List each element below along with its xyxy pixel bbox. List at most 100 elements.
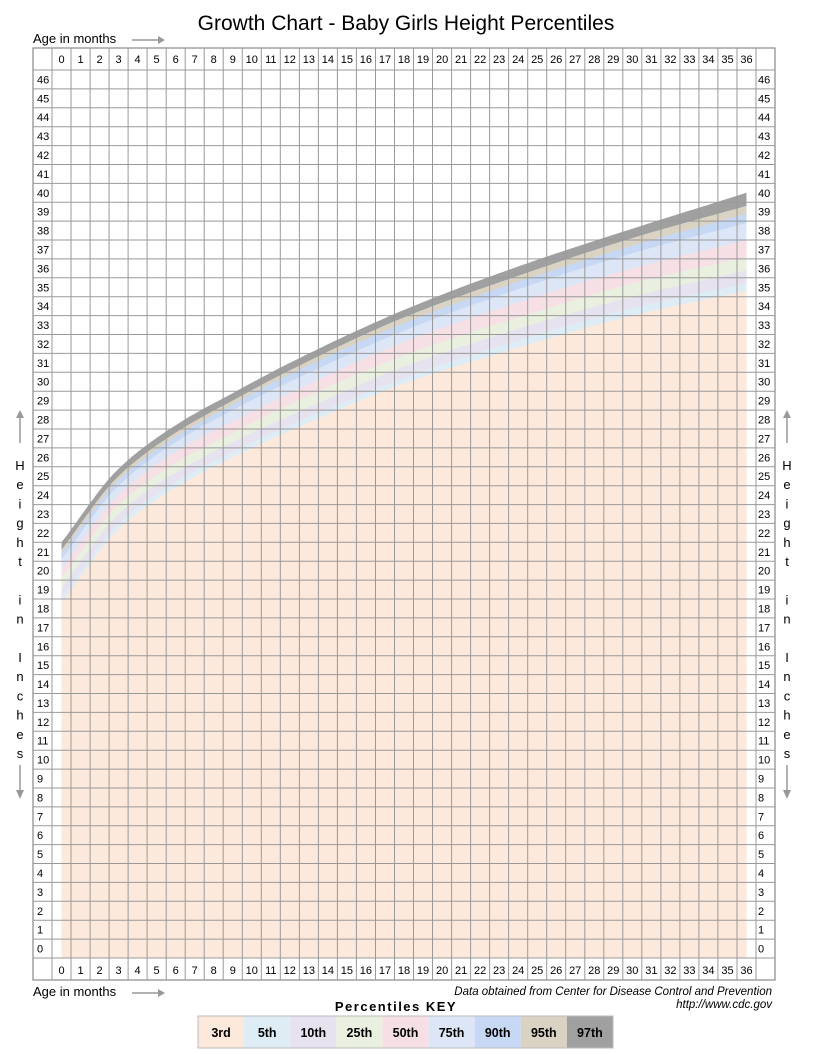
legend-label-50th: 50th (393, 1026, 419, 1040)
outer-frame (32, 47, 776, 981)
x-tick-label-top: 7 (192, 54, 198, 66)
y-tick-label-right: 43 (758, 131, 770, 143)
y-tick-label-left: 33 (37, 320, 49, 332)
y-axis-label-char: H (15, 458, 24, 473)
y-axis-label-char: g (783, 516, 790, 531)
y-tick-label-left: 43 (37, 131, 49, 143)
x-tick-label-top: 4 (135, 54, 141, 66)
legend-label-25th: 25th (347, 1026, 373, 1040)
y-tick-label-left: 1 (37, 925, 43, 937)
y-tick-label-left: 36 (37, 263, 49, 275)
y-tick-label-left: 28 (37, 415, 49, 427)
y-axis-label-char: e (16, 727, 23, 742)
x-tick-label-top: 35 (721, 54, 733, 66)
y-tick-label-left: 30 (37, 377, 49, 389)
y-tick-label-right: 28 (758, 415, 770, 427)
x-tick-label-bottom: 20 (436, 965, 448, 977)
y-axis-label-char: e (783, 477, 790, 492)
x-tick-label-bottom: 0 (58, 965, 64, 977)
y-tick-label-left: 3 (37, 887, 43, 899)
y-tick-label-left: 14 (37, 679, 49, 691)
x-tick-label-top: 6 (173, 54, 179, 66)
y-tick-label-right: 25 (758, 471, 770, 483)
x-tick-label-bottom: 7 (192, 965, 198, 977)
y-tick-label-right: 30 (758, 377, 770, 389)
x-tick-label-top: 1 (77, 54, 83, 66)
y-tick-label-right: 37 (758, 245, 770, 257)
x-tick-label-bottom: 10 (246, 965, 258, 977)
x-tick-label-bottom: 27 (569, 965, 581, 977)
y-tick-label-right: 0 (758, 944, 764, 956)
y-tick-label-left: 5 (37, 849, 43, 861)
arrow-down-icon (783, 765, 791, 799)
y-tick-label-left: 0 (37, 944, 43, 956)
y-tick-label-left: 20 (37, 566, 49, 578)
legend-swatch-95th (520, 1016, 567, 1048)
y-tick-label-right: 19 (758, 585, 770, 597)
x-tick-label-top: 9 (230, 54, 236, 66)
x-tick-label-top: 10 (246, 54, 258, 66)
y-tick-label-left: 32 (37, 339, 49, 351)
y-axis-label-char: e (16, 477, 23, 492)
y-tick-label-left: 40 (37, 188, 49, 200)
y-tick-label-right: 20 (758, 566, 770, 578)
y-tick-label-right: 9 (758, 774, 764, 786)
legend-swatch-25th (336, 1016, 383, 1048)
x-tick-label-top: 29 (607, 54, 619, 66)
y-axis-label-char: i (19, 592, 22, 607)
y-tick-label-right: 4 (758, 868, 764, 880)
y-tick-label-left: 16 (37, 641, 49, 653)
y-tick-label-right: 11 (758, 736, 769, 748)
y-tick-label-left: 29 (37, 396, 49, 408)
x-axis-bottom-label-text: Age in months (33, 984, 117, 999)
legend-swatch-50th (382, 1016, 429, 1048)
x-tick-label-top: 13 (303, 54, 315, 66)
y-tick-label-left: 35 (37, 282, 49, 294)
y-tick-label-right: 34 (758, 301, 770, 313)
y-tick-label-left: 6 (37, 830, 43, 842)
x-tick-label-bottom: 12 (284, 965, 296, 977)
y-tick-label-left: 18 (37, 604, 49, 616)
y-axis-label-char: e (783, 727, 790, 742)
x-tick-label-bottom: 8 (211, 965, 217, 977)
y-tick-label-left: 26 (37, 452, 49, 464)
y-tick-label-right: 18 (758, 604, 770, 616)
x-tick-label-bottom: 32 (664, 965, 676, 977)
legend-swatch-75th (428, 1016, 475, 1048)
x-tick-label-top: 14 (322, 54, 334, 66)
y-tick-label-right: 23 (758, 509, 770, 521)
y-axis-label-char: i (19, 496, 22, 511)
x-tick-label-bottom: 11 (265, 965, 276, 977)
y-tick-label-left: 9 (37, 774, 43, 786)
x-tick-label-bottom: 36 (740, 965, 752, 977)
arrow-right-icon (132, 989, 165, 997)
y-tick-label-right: 3 (758, 887, 764, 899)
y-axis-label-char: h (783, 535, 790, 550)
source-credit: Data obtained from Center for Disease Co… (454, 986, 772, 998)
y-tick-label-left: 15 (37, 660, 49, 672)
x-tick-label-bottom: 29 (607, 965, 619, 977)
x-tick-label-top: 26 (550, 54, 562, 66)
y-tick-label-right: 26 (758, 452, 770, 464)
x-tick-label-top: 31 (645, 54, 657, 66)
y-axis-label-char: s (784, 746, 791, 761)
y-tick-label-right: 42 (758, 150, 770, 162)
x-tick-label-top: 23 (493, 54, 505, 66)
y-tick-label-left: 37 (37, 245, 49, 257)
x-tick-label-top: 15 (341, 54, 353, 66)
y-tick-label-left: 27 (37, 433, 49, 445)
y-tick-label-right: 16 (758, 641, 770, 653)
x-tick-label-bottom: 23 (493, 965, 505, 977)
x-tick-label-top: 33 (683, 54, 695, 66)
y-tick-label-right: 35 (758, 282, 770, 294)
legend-label-3rd: 3rd (211, 1026, 230, 1040)
x-tick-label-bottom: 31 (645, 965, 657, 977)
y-tick-label-right: 38 (758, 226, 770, 238)
y-axis-label-char: h (783, 708, 790, 723)
y-axis-label-char: n (16, 612, 23, 627)
x-axis-bottom-label: Age in months (33, 984, 165, 999)
percentile-bands (61, 192, 747, 959)
